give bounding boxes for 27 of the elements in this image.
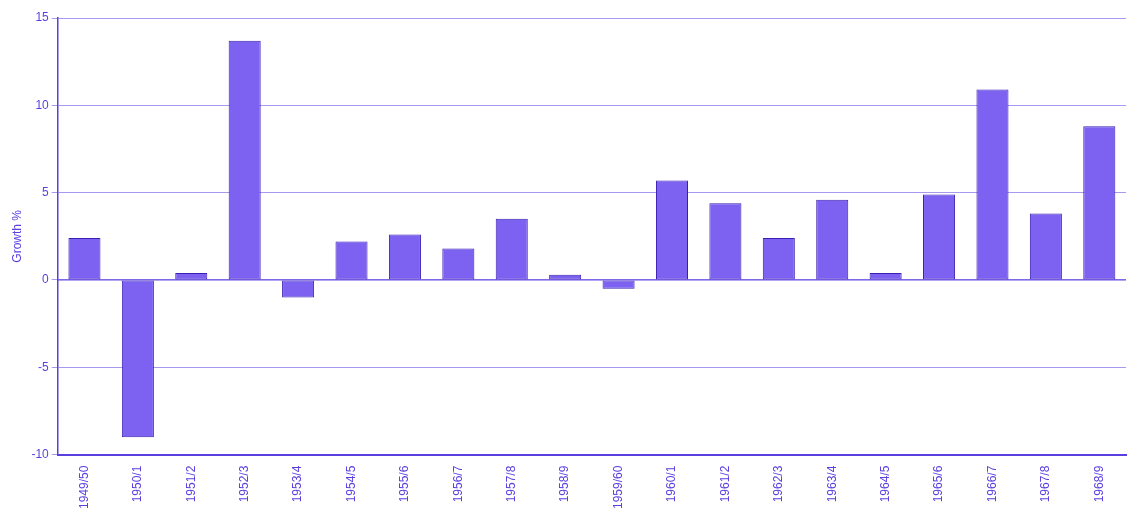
- y-tick-label: 5: [42, 184, 50, 199]
- x-tick-label: 1952/3: [237, 465, 251, 503]
- x-tick-label: 1965/6: [931, 465, 946, 503]
- y-axis-title: Growth %: [9, 209, 24, 263]
- x-tick-label: 1963/4: [824, 465, 839, 503]
- x-tick-label: 1968/9: [1091, 465, 1106, 503]
- x-tick-label: 1967/8: [1038, 465, 1053, 503]
- x-tick-label: 1955/6: [397, 465, 412, 503]
- x-tick-label: 1951/2: [183, 465, 198, 503]
- x-tick-label: 1953/4: [290, 465, 305, 503]
- y-tick-label: 15: [35, 10, 50, 25]
- y-tick-label: 10: [35, 97, 50, 112]
- y-tick-label: 0: [42, 272, 50, 287]
- x-tick-label: 1956/7: [450, 465, 465, 503]
- x-tick-label: 1959/60: [610, 465, 625, 510]
- x-tick-label: 1966/7: [984, 465, 999, 503]
- x-tick-label: 1961/2: [717, 465, 732, 503]
- x-tick-label: 1949/50: [76, 465, 91, 510]
- x-tick-label: 1962/3: [771, 465, 786, 503]
- x-tick-label: 1964/5: [877, 465, 892, 503]
- y-tick-label: -5: [38, 359, 50, 374]
- y-tick-label: -10: [31, 446, 50, 461]
- x-tick-label: 1950/1: [130, 465, 145, 503]
- x-tick-label: 1954/5: [343, 465, 358, 503]
- x-tick-label: 1958/9: [557, 465, 572, 503]
- x-tick-label: 1957/8: [504, 465, 519, 503]
- x-tick-label: 1960/1: [664, 465, 679, 503]
